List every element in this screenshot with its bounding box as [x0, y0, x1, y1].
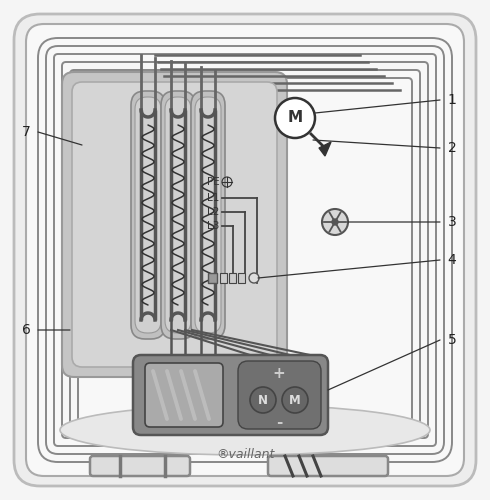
Text: PE: PE [207, 177, 220, 187]
Circle shape [249, 273, 259, 283]
Ellipse shape [60, 405, 430, 455]
FancyBboxPatch shape [268, 456, 388, 476]
Text: 3: 3 [448, 215, 456, 229]
Text: L2: L2 [207, 207, 220, 217]
FancyBboxPatch shape [145, 363, 223, 427]
Text: ®vaillant: ®vaillant [216, 448, 274, 462]
FancyBboxPatch shape [191, 91, 225, 339]
Text: 5: 5 [448, 333, 456, 347]
Text: M: M [288, 110, 302, 126]
FancyBboxPatch shape [131, 91, 165, 339]
Circle shape [322, 209, 348, 235]
FancyBboxPatch shape [133, 355, 328, 435]
FancyBboxPatch shape [135, 97, 161, 333]
Text: M: M [289, 394, 301, 406]
Text: N: N [258, 394, 268, 406]
Bar [208, 273, 217, 283]
Bar [220, 273, 227, 283]
Text: 2: 2 [448, 141, 456, 155]
Bar [229, 273, 236, 283]
Text: L1: L1 [207, 193, 220, 203]
FancyBboxPatch shape [90, 456, 190, 476]
Circle shape [282, 387, 308, 413]
Bar [238, 273, 245, 283]
FancyBboxPatch shape [195, 97, 221, 333]
FancyBboxPatch shape [72, 82, 277, 367]
Text: 7: 7 [22, 125, 30, 139]
FancyBboxPatch shape [26, 24, 464, 476]
FancyBboxPatch shape [161, 91, 195, 339]
Text: L3: L3 [207, 221, 220, 231]
Text: 6: 6 [22, 323, 30, 337]
Circle shape [332, 219, 338, 225]
Text: -: - [276, 416, 282, 430]
Text: 4: 4 [448, 253, 456, 267]
FancyBboxPatch shape [14, 14, 476, 486]
FancyBboxPatch shape [238, 361, 321, 429]
Circle shape [250, 387, 276, 413]
Polygon shape [319, 142, 331, 156]
Text: +: + [272, 366, 285, 380]
Text: 1: 1 [447, 93, 457, 107]
Circle shape [275, 98, 315, 138]
FancyBboxPatch shape [62, 72, 287, 377]
FancyBboxPatch shape [165, 97, 191, 333]
